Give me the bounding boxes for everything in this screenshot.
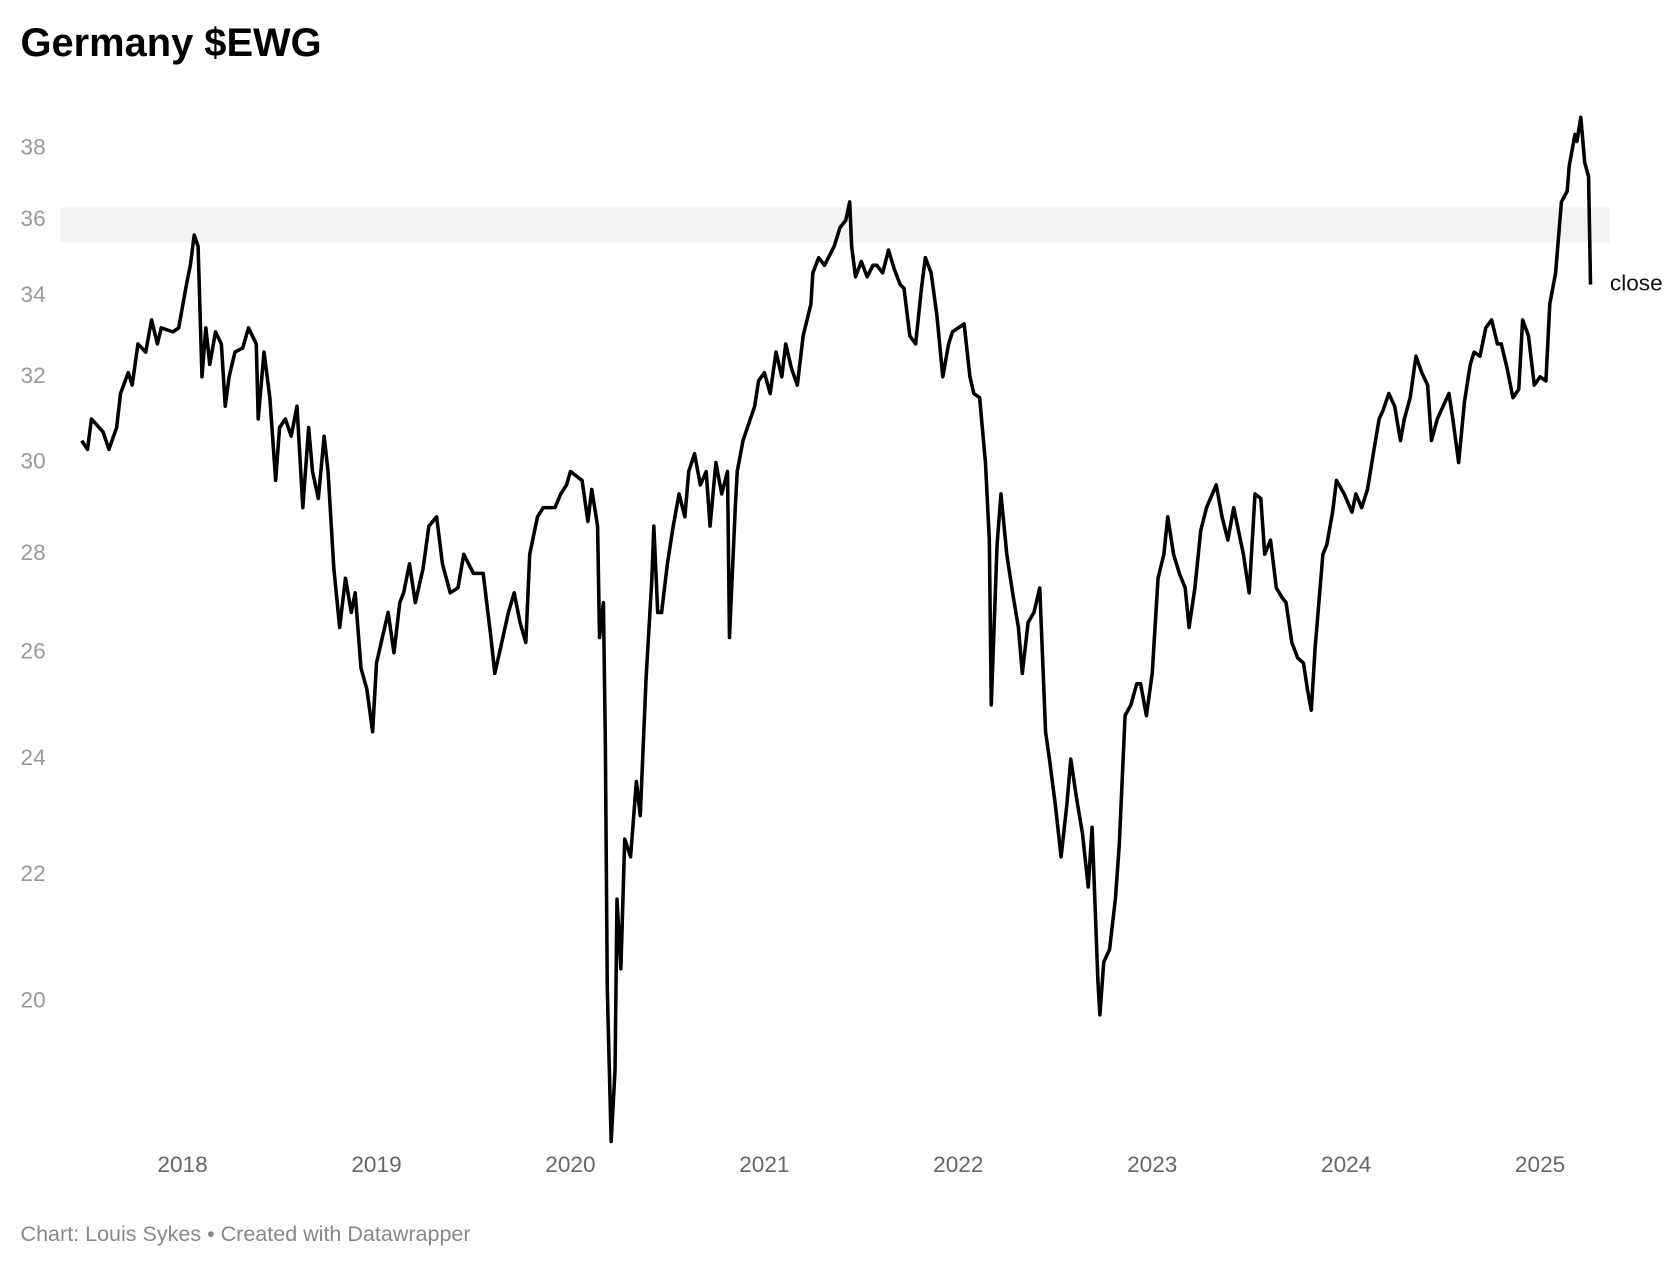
chart-footer: Chart: Louis Sykes • Created with Datawr… [21, 1222, 471, 1246]
y-tick-label: 28 [21, 540, 46, 565]
x-tick-label: 2025 [1515, 1152, 1565, 1177]
y-tick-label: 34 [21, 282, 46, 307]
x-tick-label: 2023 [1127, 1152, 1177, 1177]
y-tick-label: 36 [21, 206, 46, 231]
y-tick-label: 26 [21, 639, 46, 664]
y-tick-label: 22 [21, 861, 46, 886]
series-label: close [1610, 270, 1663, 295]
chart-title: Germany $EWG [21, 21, 322, 65]
x-tick-label: 2024 [1321, 1152, 1371, 1177]
y-tick-label: 38 [21, 134, 46, 159]
x-tick-label: 2019 [351, 1152, 401, 1177]
x-tick-label: 2021 [739, 1152, 789, 1177]
y-tick-label: 20 [21, 987, 46, 1012]
highlight-band [60, 207, 1610, 243]
y-tick-label: 30 [21, 449, 46, 474]
x-tick-label: 2022 [933, 1152, 983, 1177]
x-tick-label: 2020 [545, 1152, 595, 1177]
y-tick-label: 32 [21, 363, 46, 388]
price-line [80, 115, 1593, 1144]
y-tick-label: 24 [21, 745, 46, 770]
x-tick-label: 2018 [157, 1152, 207, 1177]
